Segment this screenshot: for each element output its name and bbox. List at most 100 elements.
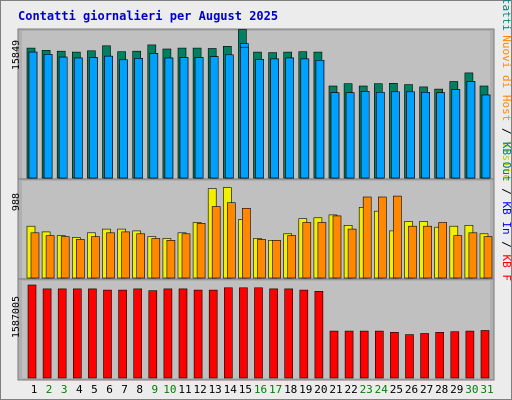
bar-2-0-2 [42, 288, 52, 379]
bar-2-0-13 [208, 289, 218, 379]
y-max-label: 1587005 [11, 296, 22, 338]
x-tick-label: 24 [375, 383, 389, 396]
bar-2-0-26 [405, 334, 414, 379]
x-tick-label: 27 [420, 383, 433, 396]
bar-2-0-8 [133, 288, 142, 379]
chart-bars [26, 29, 493, 379]
bar-1-1-25 [393, 195, 402, 279]
x-tick-label: 7 [121, 383, 128, 396]
x-tick-label: 13 [209, 383, 222, 396]
bar-0-2-8 [134, 58, 143, 179]
bar-2-0-3 [57, 288, 67, 379]
bar-1-1-26 [408, 225, 417, 279]
bar-1-1-20 [317, 222, 327, 279]
x-tick-label: 29 [450, 383, 463, 396]
bar-2-0-27 [420, 333, 429, 379]
bar-0-2-28 [436, 92, 446, 179]
bar-1-1-17 [272, 240, 281, 279]
bar-1-1-23 [362, 196, 372, 279]
bar-1-1-12 [196, 223, 206, 279]
bar-0-2-13 [209, 56, 219, 179]
bar-1-1-31 [483, 236, 493, 279]
x-tick-label: 20 [314, 383, 327, 396]
bar-1-1-8 [136, 233, 145, 279]
x-tick-label: 11 [178, 383, 191, 396]
x-tick-label: 1 [31, 383, 38, 396]
x-tick-label: 30 [465, 383, 478, 396]
x-tick-label: 3 [61, 383, 68, 396]
bar-2-0-24 [374, 330, 384, 379]
legend-entry: / [500, 182, 512, 202]
legend-entry: Visite [500, 141, 512, 181]
x-tick-label: 4 [76, 383, 83, 396]
bar-1-1-10 [166, 240, 176, 279]
chart-title: Contatti giornalieri per August 2025 [0, 0, 512, 32]
x-tick-label: 15 [239, 383, 252, 396]
bar-0-2-18 [285, 57, 295, 179]
bar-2-0-30 [465, 330, 475, 379]
bar-0-2-11 [179, 57, 189, 179]
legend-entry: KB In [500, 202, 512, 235]
bar-1-1-27 [423, 225, 432, 279]
bar-1-1-24 [377, 196, 387, 279]
x-tick-label: 5 [91, 383, 98, 396]
bar-2-0-14 [224, 287, 233, 379]
bar-1-1-6 [106, 232, 115, 279]
y-max-label: 15849 [11, 40, 22, 70]
bar-1-1-30 [468, 232, 478, 279]
bar-2-0-16 [254, 287, 263, 379]
bar-0-2-15 [240, 46, 249, 179]
bar-2-0-29 [450, 331, 460, 379]
x-tick-label: 26 [405, 383, 418, 396]
bar-2-0-11 [178, 288, 188, 379]
bar-1-1-3 [60, 236, 70, 279]
bar-0-2-20 [315, 59, 325, 179]
bar-2-0-6 [103, 289, 112, 379]
bar-1-1-15 [242, 208, 251, 279]
bar-0-2-4 [74, 57, 83, 179]
bar-2-0-21 [329, 330, 339, 379]
bar-2-0-31 [480, 330, 490, 379]
bar-0-2-1 [28, 51, 38, 179]
bar-1-1-29 [453, 235, 463, 279]
bar-1-1-4 [76, 239, 85, 279]
bar-0-2-5 [89, 57, 98, 179]
bar-0-2-19 [300, 58, 310, 179]
x-tick-label: 18 [284, 383, 297, 396]
legend-entry: / [500, 121, 512, 141]
legend-entry: KB F [500, 255, 512, 282]
bar-0-2-27 [421, 92, 430, 179]
bar-2-0-23 [359, 330, 369, 379]
bar-0-2-26 [406, 91, 415, 179]
bar-0-2-12 [194, 57, 204, 179]
bar-1-1-22 [347, 228, 357, 279]
x-tick-label: 2 [46, 383, 53, 396]
bar-1-1-16 [257, 239, 266, 279]
series-legend: Nuovi di Host / Visite [500, 35, 512, 181]
bar-1-1-2 [45, 235, 55, 279]
x-tick-label: 16 [254, 383, 267, 396]
legend-entry: Nuovi di Host [500, 35, 512, 121]
bar-2-0-4 [73, 288, 82, 379]
title-text: Contatti giornalieri per August 2025 [18, 9, 279, 23]
bar-1-1-1 [30, 232, 40, 279]
legend-entry: / [500, 235, 512, 255]
x-tick-label: 6 [106, 383, 113, 396]
x-tick-label: 8 [136, 383, 143, 396]
bar-2-0-15 [239, 287, 248, 379]
bar-1-1-5 [91, 236, 100, 279]
bar-0-2-24 [375, 92, 385, 179]
bar-0-2-25 [391, 91, 400, 179]
series-legend: KB Out / KB In / KB F [500, 142, 512, 281]
bar-2-0-1 [27, 284, 37, 379]
bar-1-1-9 [151, 238, 161, 279]
bar-2-0-7 [118, 289, 127, 379]
x-tick-label: 17 [269, 383, 282, 396]
bar-2-0-18 [284, 288, 294, 379]
bar-2-0-22 [344, 330, 354, 379]
x-tick-label: 21 [329, 383, 342, 396]
x-tick-label: 22 [344, 383, 357, 396]
bar-0-2-31 [481, 94, 491, 179]
